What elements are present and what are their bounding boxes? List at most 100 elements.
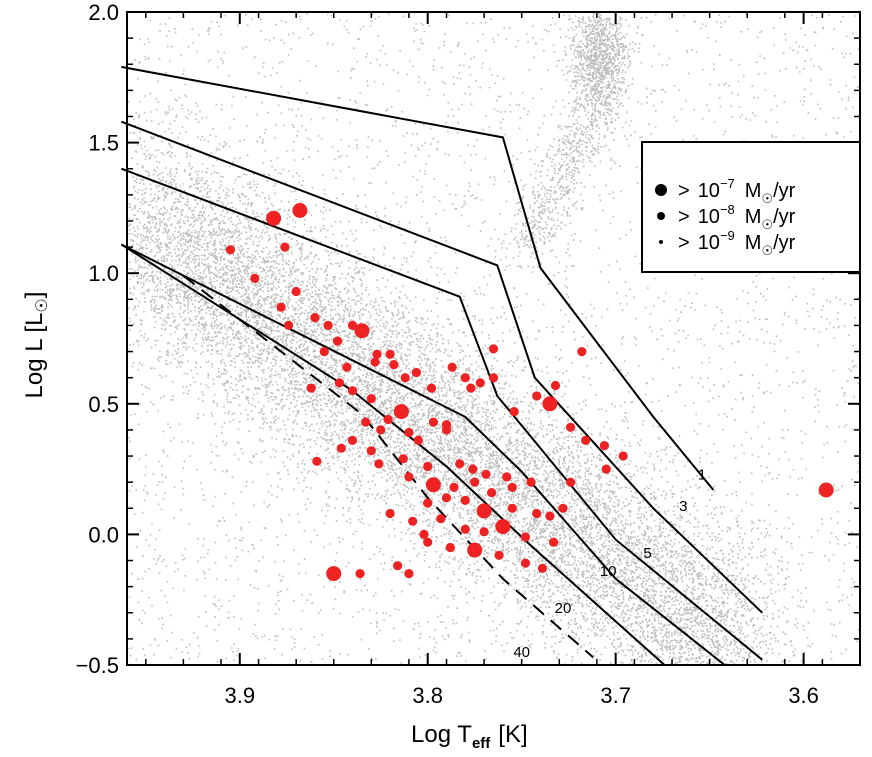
accreting-star-point — [398, 454, 408, 464]
isochrone-10-myr-line — [120, 243, 726, 666]
accreting-star-point — [284, 320, 294, 330]
accreting-star-point — [366, 394, 376, 404]
legend-base: 10 — [698, 232, 720, 254]
accreting-star-point — [425, 477, 441, 493]
accreting-star-point — [347, 386, 358, 396]
legend-entry-small: >10−9 M☉/yr — [659, 228, 796, 258]
accreting-star-point — [428, 417, 438, 427]
x-tick-label: 3.7 — [600, 683, 631, 708]
accreting-star-point — [502, 472, 512, 482]
accreting-star-point — [468, 464, 478, 474]
accreting-star-point — [618, 451, 628, 461]
accreting-star-point — [476, 503, 492, 519]
accreting-star-point — [319, 347, 329, 357]
isochrone-1-myr-line — [121, 65, 715, 491]
y-tick-label: 1.0 — [88, 261, 119, 286]
accreting-star-point — [488, 373, 499, 383]
accreting-star-point — [532, 508, 542, 519]
accreting-star-point — [558, 503, 568, 513]
legend-unit-rate: /yr — [773, 180, 796, 202]
accreting-star-point — [404, 427, 414, 438]
accreting-star-point — [389, 360, 399, 370]
accreting-star-point — [385, 508, 395, 519]
legend-unit-m: M — [745, 232, 762, 254]
svg-text:>10−8M☉/yr: >10−8 M☉/yr — [678, 202, 796, 232]
accreting-star-point — [423, 498, 433, 508]
accreting-star-point — [550, 380, 561, 391]
accreting-star-point — [441, 493, 452, 503]
legend-marker-small — [659, 240, 663, 244]
accreting-star-point — [291, 286, 301, 297]
y-tick-label: 2.0 — [88, 0, 119, 25]
accreting-star-point — [494, 550, 504, 560]
accreting-star-point — [445, 542, 455, 553]
accreting-star-point — [361, 417, 371, 427]
legend-gt: > — [678, 206, 690, 228]
accreting-star-point — [292, 203, 308, 218]
accreting-star-point — [347, 320, 358, 330]
y-axis-title: Log L [L☉] — [21, 292, 51, 399]
legend-unit-rate: /yr — [773, 232, 796, 254]
accreting-star-point — [436, 514, 446, 524]
accreting-star-point — [520, 532, 531, 542]
accreting-star-point — [383, 414, 393, 425]
x-tick-label: 3.8 — [412, 683, 443, 708]
accreting-star-point — [447, 362, 457, 372]
accreting-star-point — [487, 488, 497, 498]
accreting-star-point — [466, 383, 476, 393]
accreting-star-point — [488, 344, 499, 354]
isochrone-5-myr-line — [121, 167, 763, 661]
accreting-star-point — [577, 347, 587, 357]
isochrone-40-myr-line — [182, 275, 594, 658]
legend-entry-medium: >10−8 M☉/yr — [657, 202, 796, 232]
legend-exponent: −8 — [720, 202, 735, 217]
accreting-star-point — [280, 242, 290, 252]
accreting-star-point — [520, 558, 531, 568]
svg-text:Log L [L☉]: Log L [L☉] — [21, 292, 51, 399]
legend-unit-rate: /yr — [773, 206, 796, 228]
legend-gt: > — [678, 180, 690, 202]
accreting-star-point — [266, 210, 282, 226]
isochrone-20-myr-line — [120, 243, 666, 666]
background-star-points — [128, 13, 861, 666]
y-tick-label: 1.5 — [88, 131, 119, 156]
accreting-star-point — [370, 357, 380, 367]
accreting-star-point — [376, 425, 386, 435]
accreting-star-point — [460, 524, 470, 534]
accreting-star-point — [342, 362, 352, 372]
legend-sun-symbol: ☉ — [761, 243, 773, 258]
accreting-star-point — [400, 373, 410, 383]
accreting-star-point — [336, 443, 346, 453]
legend-unit-m: M — [745, 180, 762, 202]
accreting-star-point — [460, 373, 470, 383]
legend-exponent: −9 — [720, 228, 735, 243]
accreting-star-point — [426, 383, 437, 393]
accreting-star-point — [419, 529, 429, 540]
accreting-star-point — [404, 472, 414, 482]
isochrone-label-40: 40 — [513, 644, 530, 661]
isochrone-label-3: 3 — [679, 498, 687, 515]
accreting-star-point — [306, 383, 316, 393]
legend-marker-large — [655, 184, 667, 196]
accreting-star-point — [310, 313, 320, 323]
axis-ticks: 3.9 3.8 3.7 3.6 −0.5 0.0 0.5 1.0 1.5 2.0 — [76, 0, 860, 708]
legend-exponent: −7 — [720, 176, 735, 191]
legend-box — [641, 141, 861, 273]
plot-frame — [126, 11, 861, 666]
accreting-star-point — [470, 477, 480, 487]
accreting-star-point — [460, 495, 470, 505]
accreting-star-point — [549, 537, 559, 547]
accreting-star-point — [323, 320, 333, 330]
x-axis-unit: [K] — [498, 721, 527, 748]
accreting-star-point — [481, 469, 491, 479]
accreting-star-point — [467, 542, 483, 558]
legend-gt: > — [678, 232, 690, 254]
isochrone-label-5: 5 — [643, 545, 651, 562]
accreting-star-point — [441, 420, 452, 430]
accreting-star-point — [225, 245, 235, 255]
legend: >10−7 M☉/yr >10−8 M☉/yr >10−9 M☉/yr — [641, 141, 861, 273]
legend-base: 10 — [698, 206, 720, 228]
accreting-star-point — [545, 511, 555, 521]
x-tick-label: 3.6 — [788, 683, 819, 708]
